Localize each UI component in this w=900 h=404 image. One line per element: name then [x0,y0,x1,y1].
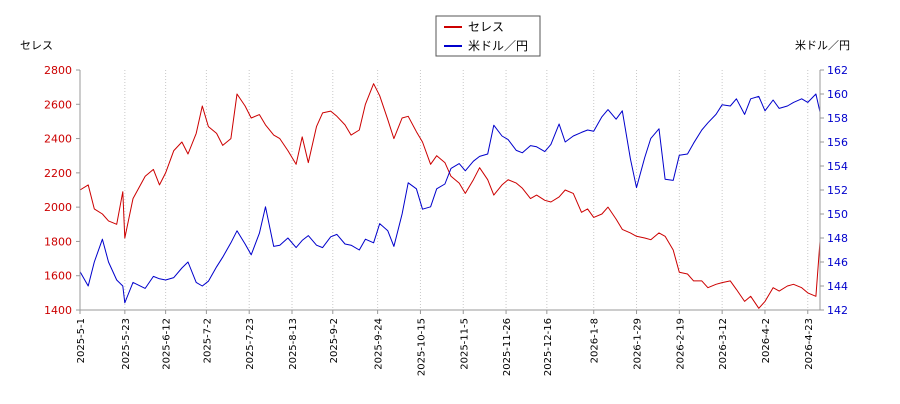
x-axis-tick-label: 2025-11-5 [459,318,470,370]
left-axis-label: セレス [20,39,53,52]
right-axis-tick-label: 144 [827,280,848,293]
left-axis-tick-label: 1800 [44,235,72,248]
right-axis-tick-label: 162 [827,64,848,77]
x-axis-tick-label: 2025-9-2 [329,318,340,363]
legend-label-series-1: セレス [468,20,504,34]
legend: セレス 米ドル／円 [435,15,541,57]
x-axis-tick-label: 2025-12-16 [543,318,554,376]
x-axis-tick-label: 2025-8-13 [288,318,299,370]
x-axis-tick-label: 2025-11-26 [502,318,513,376]
left-axis-tick-label: 2200 [44,167,72,180]
right-axis-tick-label: 156 [827,136,848,149]
legend-label-series-2: 米ドル／円 [468,39,528,53]
x-axis-tick-label: 2026-1-29 [633,318,644,370]
x-axis-tick-label: 2026-1-8 [590,318,601,363]
left-axis-tick-label: 1400 [44,304,72,317]
x-axis-tick-label: 2025-5-23 [121,318,132,370]
right-axis-tick-label: 160 [827,88,848,101]
left-axis-tick-label: 2000 [44,201,72,214]
x-axis-tick-label: 2025-9-24 [374,318,385,370]
series-line-1 [79,83,821,309]
x-axis-tick-label: 2025-7-23 [245,318,256,370]
right-axis-tick-label: 146 [827,256,848,269]
x-axis-tick-label: 2026-2-19 [675,318,686,370]
x-axis-tick-label: 2025-5-1 [76,318,87,363]
series-line-2 [79,93,821,304]
x-axis-tick-label: 2026-4-23 [804,318,815,370]
right-axis-tick-label: 150 [827,208,848,221]
x-axis-tick-label: 2025-6-12 [162,318,173,370]
x-axis-tick-label: 2026-4-2 [761,318,772,363]
x-axis-tick-label: 2025-10-15 [416,318,427,376]
left-axis-tick-label: 2400 [44,133,72,146]
right-axis-tick-label: 142 [827,304,848,317]
right-axis-tick-label: 154 [827,160,848,173]
left-axis-tick-label: 1600 [44,270,72,283]
plot-area [80,70,820,310]
series-layer [79,83,821,309]
gridlines [79,70,809,310]
right-axis-label: 米ドル／円 [795,39,850,52]
left-axis-tick-label: 2800 [44,64,72,77]
tick-labels: 1400 1600 1800 2000 2200 2400 2600 2800 142 144 14… [44,64,848,376]
right-axis-tick-label: 148 [827,232,848,245]
x-axis-tick-label: 2025-7-2 [202,318,213,363]
right-axis-tick-label: 152 [827,184,848,197]
right-axis-tick-label: 158 [827,112,848,125]
x-axis-tick-label: 2026-3-12 [718,318,729,370]
left-axis-tick-label: 2600 [44,98,72,111]
legend-box [435,15,541,57]
